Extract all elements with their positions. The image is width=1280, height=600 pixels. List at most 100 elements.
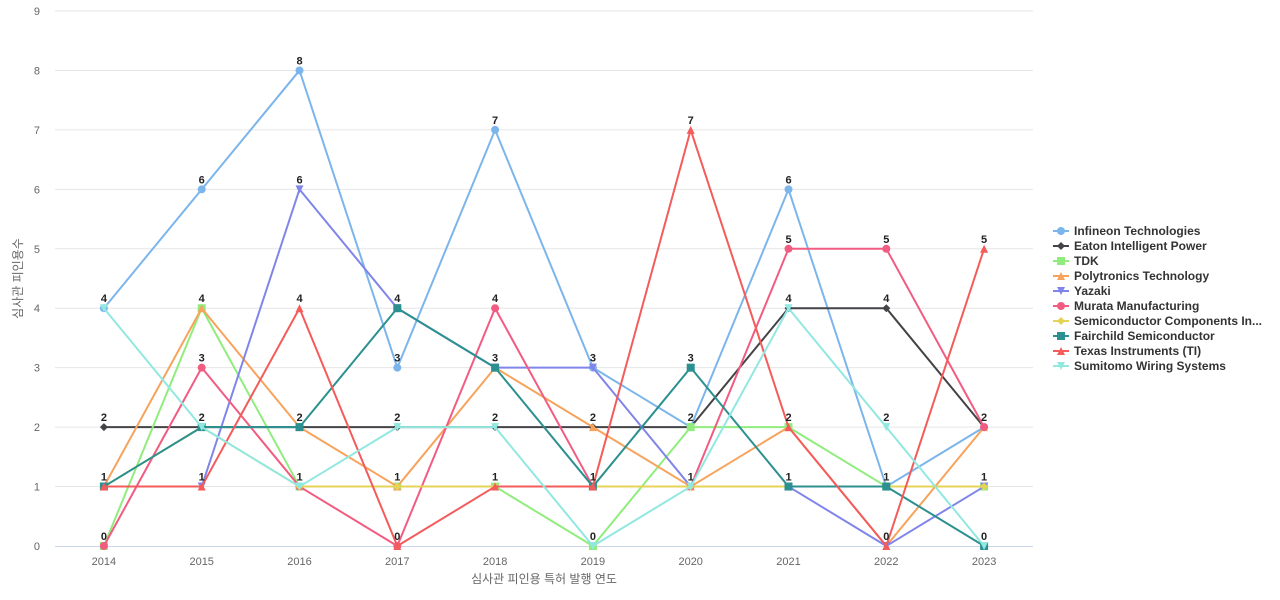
legend-marker — [1057, 272, 1065, 280]
data-point — [588, 542, 597, 550]
data-label: 4 — [394, 293, 401, 305]
data-point — [295, 66, 304, 75]
data-label: 1 — [296, 472, 302, 484]
data-point — [882, 244, 891, 253]
data-label: 2 — [492, 412, 498, 424]
legend-item-eaton-intelligent-power[interactable]: Eaton Intelligent Power — [1053, 239, 1207, 253]
legend-marker — [1057, 242, 1065, 250]
data-label: 2 — [199, 412, 205, 424]
data-label: 2 — [590, 412, 596, 424]
data-labels: 4210624318216432140721343201213764215140… — [101, 55, 987, 543]
data-point — [686, 363, 695, 372]
series-semiconductor-components-in — [99, 423, 989, 491]
data-point — [491, 304, 500, 313]
data-label: 3 — [688, 353, 694, 365]
data-point — [99, 542, 108, 550]
legend-item-infineon-technologies[interactable]: Infineon Technologies — [1053, 224, 1201, 238]
y-tick-label: 6 — [34, 184, 40, 196]
data-point — [99, 304, 108, 313]
data-label: 4 — [199, 293, 206, 305]
data-label: 1 — [199, 472, 205, 484]
data-point — [295, 185, 304, 194]
legend-marker — [1057, 362, 1065, 370]
data-point — [197, 423, 206, 432]
legend-item-yazaki[interactable]: Yazaki — [1053, 284, 1111, 298]
y-tick-label: 0 — [34, 541, 40, 553]
legend-label: Texas Instruments (TI) — [1074, 344, 1201, 358]
legend-marker — [1057, 227, 1065, 235]
x-tick-label: 2019 — [581, 556, 605, 568]
data-point — [980, 542, 989, 550]
data-point — [784, 244, 793, 253]
legend-marker — [1057, 317, 1065, 325]
series-sumitomo-wiring-systems — [99, 304, 989, 550]
legend-label: Sumitomo Wiring Systems — [1074, 359, 1226, 373]
y-axis-ticks: 0 1 2 3 4 5 6 7 8 9 — [34, 6, 40, 553]
data-label: 6 — [296, 174, 302, 186]
legend-item-fairchild-semiconductor[interactable]: Fairchild Semiconductor — [1053, 329, 1215, 343]
legend-item-texas-instruments-ti[interactable]: Texas Instruments (TI) — [1053, 344, 1201, 358]
legend-item-polytronics-technology[interactable]: Polytronics Technology — [1053, 269, 1209, 283]
y-tick-label: 3 — [34, 363, 40, 375]
legend-item-sumitomo-wiring-systems[interactable]: Sumitomo Wiring Systems — [1053, 359, 1226, 373]
data-label: 3 — [199, 353, 205, 365]
y-tick-label: 1 — [34, 482, 40, 494]
data-label: 1 — [688, 472, 694, 484]
data-point — [99, 482, 108, 491]
data-point — [491, 363, 500, 372]
data-label: 1 — [590, 472, 596, 484]
data-label: 0 — [883, 531, 889, 543]
data-point — [491, 125, 500, 134]
data-point — [882, 542, 891, 550]
series-line-yazaki — [103, 188, 985, 547]
x-axis-title: 심사관 피인용 특허 발행 연도 — [471, 571, 617, 586]
legend-item-murata-manufacturing[interactable]: Murata Manufacturing — [1053, 299, 1199, 313]
data-point — [980, 244, 989, 253]
data-point — [393, 363, 402, 372]
data-label: 1 — [883, 472, 889, 484]
legend-label: TDK — [1074, 254, 1099, 268]
data-point — [393, 542, 402, 550]
series-line-infineon-technologies — [103, 69, 985, 488]
data-point — [686, 423, 695, 432]
data-label: 1 — [981, 472, 987, 484]
data-label: 0 — [394, 531, 400, 543]
data-point — [295, 304, 304, 313]
data-label: 0 — [590, 531, 596, 543]
y-tick-label: 7 — [34, 125, 40, 137]
data-label: 6 — [785, 174, 791, 186]
series-line-murata-manufacturing — [103, 247, 985, 547]
y-tick-label: 9 — [34, 6, 40, 18]
legend-label: Fairchild Semiconductor — [1074, 329, 1215, 343]
data-label: 4 — [296, 293, 303, 305]
data-label: 4 — [785, 293, 792, 305]
x-tick-label: 2021 — [776, 556, 800, 568]
legend-label: Semiconductor Components In... — [1074, 314, 1262, 328]
data-point — [197, 482, 206, 491]
y-tick-label: 2 — [34, 422, 40, 434]
x-tick-label: 2015 — [189, 556, 213, 568]
legend-marker — [1057, 287, 1065, 295]
data-label: 1 — [394, 472, 400, 484]
data-label: 1 — [101, 472, 107, 484]
legend-marker — [1057, 347, 1065, 355]
legend-item-tdk[interactable]: TDK — [1053, 254, 1099, 268]
data-label: 3 — [492, 353, 498, 365]
legend-item-semiconductor-components-in[interactable]: Semiconductor Components In... — [1053, 314, 1262, 328]
legend-marker — [1057, 302, 1065, 310]
data-label: 4 — [492, 293, 499, 305]
data-label: 7 — [492, 115, 498, 127]
legend-marker — [1057, 257, 1065, 265]
x-tick-label: 2022 — [874, 556, 898, 568]
data-point — [882, 482, 891, 491]
data-point — [784, 185, 793, 194]
data-label: 4 — [883, 293, 890, 305]
data-point — [882, 304, 891, 313]
legend-marker — [1057, 332, 1065, 340]
series-layer — [99, 66, 989, 550]
legend-label: Infineon Technologies — [1074, 224, 1201, 238]
data-point — [491, 482, 500, 491]
data-point — [295, 482, 304, 491]
